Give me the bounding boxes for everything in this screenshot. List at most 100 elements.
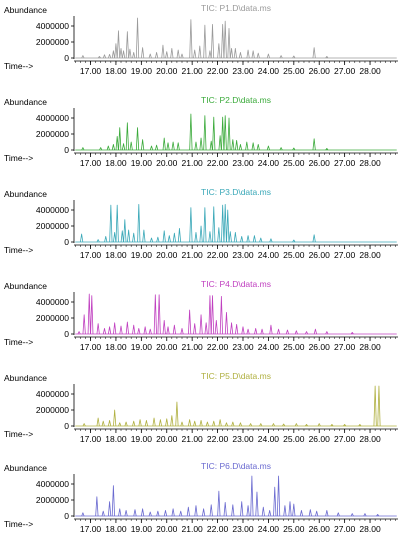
y-tick-label: 0 <box>64 421 69 431</box>
peak-mark <box>377 385 381 427</box>
x-tick-label: 22.00 <box>207 66 229 76</box>
peak-mark <box>188 419 192 427</box>
peak-mark <box>111 485 115 517</box>
peak-mark <box>148 53 152 59</box>
chromatogram-panel-3: TIC: P3.D\data.ms Abundance 4000000 2000000… <box>0 184 408 276</box>
peak-mark <box>125 31 129 59</box>
peak-mark <box>218 135 222 151</box>
peak-mark <box>350 513 354 517</box>
peak-mark <box>223 502 227 517</box>
chart-title: TIC: P1.D\data.ms <box>201 3 271 13</box>
y-tick-label: 0 <box>64 145 69 155</box>
peak-mark <box>102 328 107 335</box>
peak-mark <box>127 229 131 243</box>
x-tick-label: 18.00 <box>105 434 127 444</box>
peak-mark <box>177 228 182 243</box>
peak-mark <box>256 144 260 151</box>
x-tick-label: 17.00 <box>80 434 102 444</box>
peak-mark <box>358 424 362 427</box>
peak-mark <box>266 145 270 151</box>
peak-mark <box>212 206 216 243</box>
peak-mark <box>113 409 117 427</box>
x-tick-label: 24.00 <box>258 250 280 260</box>
peak-mark <box>254 328 258 335</box>
peak-mark <box>111 50 115 59</box>
peak-mark <box>171 508 175 517</box>
peak-mark <box>292 147 296 151</box>
x-tick-label: 28.00 <box>359 434 381 444</box>
peak-mark <box>166 142 170 151</box>
peak-mark <box>256 52 260 59</box>
peak-mark <box>118 422 122 427</box>
peak-mark <box>96 417 100 427</box>
peak-mark <box>240 501 244 517</box>
peak-mark <box>227 117 231 151</box>
chart-svg-6: TIC: P6.D\data.ms Abundance 4000000 2000000… <box>4 461 398 534</box>
peak-mark <box>205 421 209 427</box>
x-axis-label: Time--> <box>4 429 33 439</box>
peak-mark <box>156 236 160 243</box>
peak-mark <box>221 24 225 59</box>
peak-mark <box>209 140 213 151</box>
y-axis-label: Abundance <box>4 373 47 383</box>
x-tick-label: 23.00 <box>232 342 254 352</box>
x-tick-label: 23.00 <box>232 158 254 168</box>
peak-mark <box>104 236 108 243</box>
peak-mark <box>155 144 159 151</box>
peak-mark <box>96 239 100 243</box>
peak-mark <box>246 505 250 517</box>
peak-mark <box>373 385 377 427</box>
x-tick-label: 19.00 <box>131 342 153 352</box>
peak-mark <box>294 423 298 427</box>
x-tick-label: 20.00 <box>156 250 178 260</box>
peak-mark <box>249 423 253 427</box>
y-tick-label: 2000000 <box>36 495 69 505</box>
chromatogram-panel-6: TIC: P6.D\data.ms Abundance 4000000 2000000… <box>0 458 408 550</box>
peak-mark <box>148 328 152 335</box>
y-axis-label: Abundance <box>4 463 47 473</box>
x-tick-label: 22.00 <box>207 250 229 260</box>
peak-mark <box>276 475 281 517</box>
x-tick-label: 28.00 <box>359 524 381 534</box>
peak-mark <box>308 509 312 517</box>
peak-mark <box>170 415 174 427</box>
x-tick-label: 21.00 <box>182 434 204 444</box>
peak-mark <box>221 116 225 151</box>
peak-mark <box>82 423 86 427</box>
peak-mark <box>231 421 235 427</box>
peak-mark <box>208 295 212 335</box>
peak-mark <box>325 331 329 335</box>
peak-mark <box>193 420 197 427</box>
x-tick-label: 28.00 <box>359 250 381 260</box>
peak-mark <box>376 514 380 517</box>
x-tick-label: 22.00 <box>207 434 229 444</box>
peak-mark <box>240 236 244 243</box>
peak-mark <box>227 28 231 59</box>
peak-mark <box>142 229 146 243</box>
peak-mark <box>124 510 128 517</box>
peak-mark <box>128 48 132 59</box>
y-axis-label: Abundance <box>4 5 47 15</box>
peak-mark <box>246 235 250 243</box>
x-axis-label: Time--> <box>4 153 33 163</box>
peak-mark <box>107 420 112 427</box>
y-tick-label: 2000000 <box>36 221 69 231</box>
peak-mark <box>113 232 117 243</box>
x-tick-label: 21.00 <box>182 250 204 260</box>
chart-svg-3: TIC: P3.D\data.ms Abundance 4000000 2000000… <box>4 187 398 260</box>
peak-mark <box>135 17 140 59</box>
peak-mark <box>188 309 192 335</box>
peak-mark <box>224 422 229 427</box>
peak-mark <box>189 207 193 243</box>
peak-mark <box>223 204 227 243</box>
peak-mark <box>180 53 184 59</box>
peak-mark <box>144 420 149 427</box>
peak-mark <box>312 47 316 59</box>
peak-mark <box>268 510 272 517</box>
peak-mark <box>149 145 154 151</box>
x-tick-label: 18.00 <box>105 250 127 260</box>
x-tick-label: 17.00 <box>80 158 102 168</box>
x-tick-label: 22.00 <box>207 158 229 168</box>
peak-mark <box>229 48 234 59</box>
peak-mark <box>312 138 316 151</box>
